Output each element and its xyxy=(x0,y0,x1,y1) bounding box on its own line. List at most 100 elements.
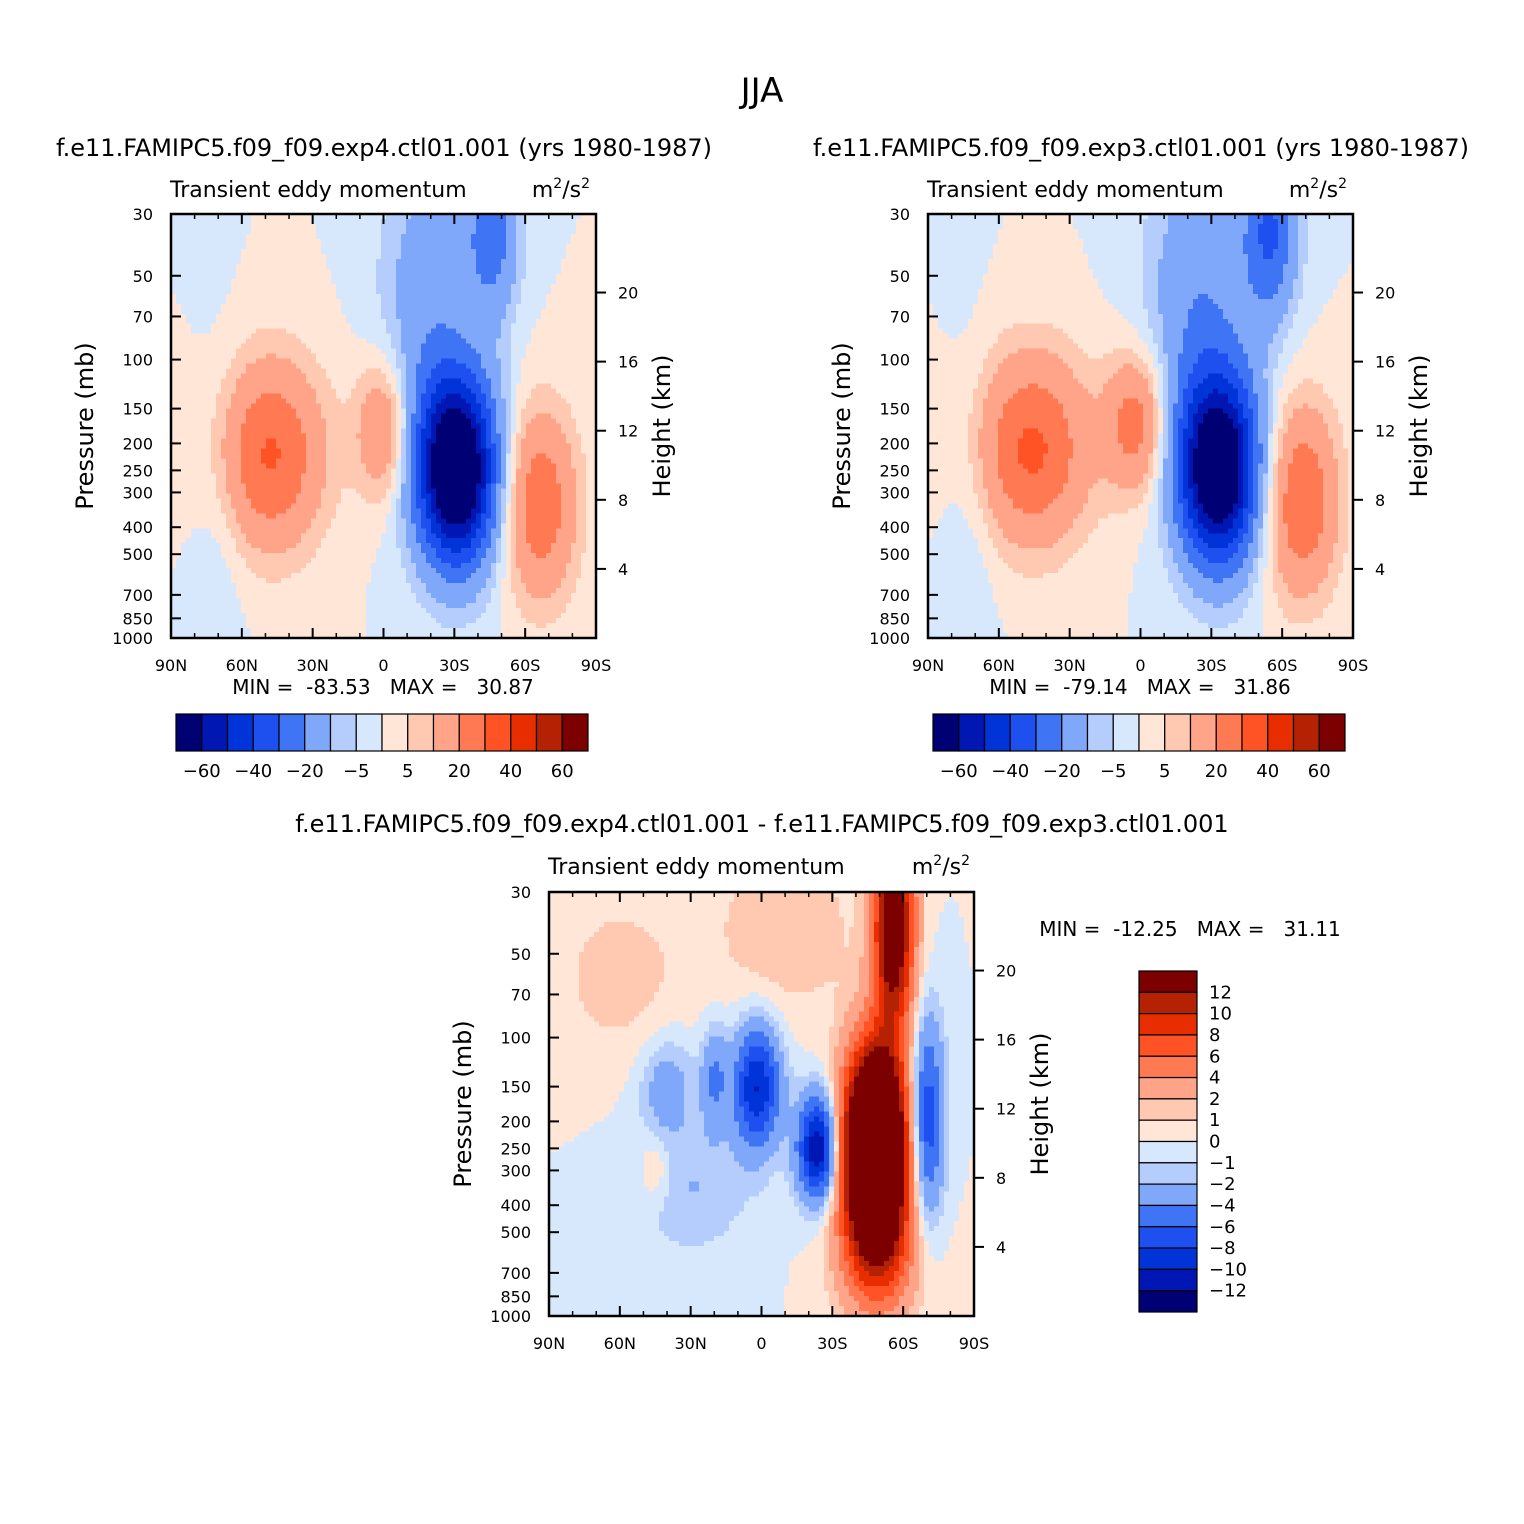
field-cell xyxy=(919,1036,940,1043)
field-cell xyxy=(909,1216,915,1222)
field-cell xyxy=(549,921,605,928)
field-cell xyxy=(914,1191,920,1197)
field-cell xyxy=(216,393,232,400)
field-cell xyxy=(1078,228,1144,235)
field-cell xyxy=(549,1016,595,1023)
field-cell xyxy=(1318,533,1339,539)
field-cell xyxy=(266,438,277,445)
field-cell xyxy=(854,1061,860,1068)
field-cell xyxy=(684,1086,700,1093)
field-cell xyxy=(844,1121,850,1128)
field-cell xyxy=(401,558,412,564)
field-cell xyxy=(884,956,905,963)
field-cell xyxy=(924,961,930,968)
field-cell xyxy=(1258,463,1269,469)
field-cell xyxy=(1143,303,1159,310)
field-cell xyxy=(1103,353,1139,360)
field-cell xyxy=(934,1086,940,1093)
field-cell xyxy=(481,503,487,509)
field-cell xyxy=(1278,353,1294,360)
field-cell xyxy=(659,1136,710,1143)
field-cell xyxy=(1273,498,1279,504)
field-cell xyxy=(864,1046,875,1053)
field-cell xyxy=(929,1141,935,1147)
field-cell xyxy=(566,603,597,609)
field-cell xyxy=(576,218,597,225)
field-cell xyxy=(426,383,437,390)
field-cell xyxy=(1253,483,1259,489)
field-cell xyxy=(471,403,482,410)
field-cell xyxy=(1348,508,1354,514)
field-cell xyxy=(849,1106,900,1113)
field-cell xyxy=(734,1086,740,1093)
field-cell xyxy=(824,1161,830,1167)
field-cell xyxy=(669,1166,745,1172)
field-cell xyxy=(904,1011,910,1018)
field-cell xyxy=(221,308,342,315)
field-cell xyxy=(481,383,492,390)
field-cell xyxy=(516,268,527,275)
field-cell xyxy=(924,1086,935,1093)
field-cell xyxy=(1193,448,1239,455)
field-cell xyxy=(226,408,247,415)
field-cell xyxy=(1068,558,1139,564)
field-cell xyxy=(171,453,212,460)
field-cell xyxy=(1173,428,1179,435)
field-cell xyxy=(1178,468,1184,474)
field-cell xyxy=(829,1231,835,1237)
field-cell xyxy=(571,553,582,559)
field-cell xyxy=(904,961,910,968)
field-cell xyxy=(1283,443,1299,450)
field-cell xyxy=(919,896,925,903)
field-cell xyxy=(381,248,402,255)
field-cell xyxy=(436,513,442,519)
field-cell xyxy=(844,1101,850,1108)
field-cell xyxy=(909,1156,915,1162)
field-cell xyxy=(929,1241,950,1247)
field-cell xyxy=(1303,273,1344,280)
field-cell xyxy=(316,513,337,519)
field-cell xyxy=(1263,523,1269,529)
field-cell xyxy=(266,513,277,519)
field-cell xyxy=(486,448,492,455)
field-cell xyxy=(904,1051,910,1058)
field-cell xyxy=(729,951,865,958)
field-cell xyxy=(978,443,999,450)
colorbar-swatch xyxy=(175,713,203,752)
field-cell xyxy=(914,1001,920,1008)
field-cell xyxy=(1238,438,1244,445)
field-cell xyxy=(914,1116,920,1123)
field-cell xyxy=(396,348,402,355)
field-cell xyxy=(191,533,212,539)
field-cell xyxy=(904,1096,910,1103)
field-cell xyxy=(1183,493,1194,499)
field-cell xyxy=(1248,263,1284,270)
field-cell xyxy=(391,448,397,455)
field-cell xyxy=(928,233,999,240)
field-cell xyxy=(934,1056,945,1063)
field-cell xyxy=(1258,528,1264,534)
field-cell xyxy=(928,218,1004,225)
field-cell xyxy=(416,398,422,405)
field-cell xyxy=(919,1011,925,1018)
field-cell xyxy=(516,303,547,310)
field-cell xyxy=(171,488,217,494)
field-cell xyxy=(1293,448,1314,455)
field-cell xyxy=(1193,418,1204,425)
field-cell xyxy=(1163,253,1249,260)
field-cell xyxy=(586,453,597,460)
field-cell xyxy=(634,1056,650,1063)
field-cell xyxy=(914,1181,920,1187)
field-cell xyxy=(549,1231,665,1237)
field-cell xyxy=(929,1246,950,1252)
field-cell xyxy=(416,453,422,460)
field-cell xyxy=(919,1091,925,1098)
field-cell xyxy=(924,956,930,963)
field-cell xyxy=(586,523,597,529)
field-cell xyxy=(396,363,407,370)
field-cell xyxy=(1158,283,1254,290)
field-cell xyxy=(521,298,547,305)
field-cell xyxy=(1348,513,1354,519)
field-cell xyxy=(829,1241,840,1247)
field-cell xyxy=(804,1166,810,1172)
